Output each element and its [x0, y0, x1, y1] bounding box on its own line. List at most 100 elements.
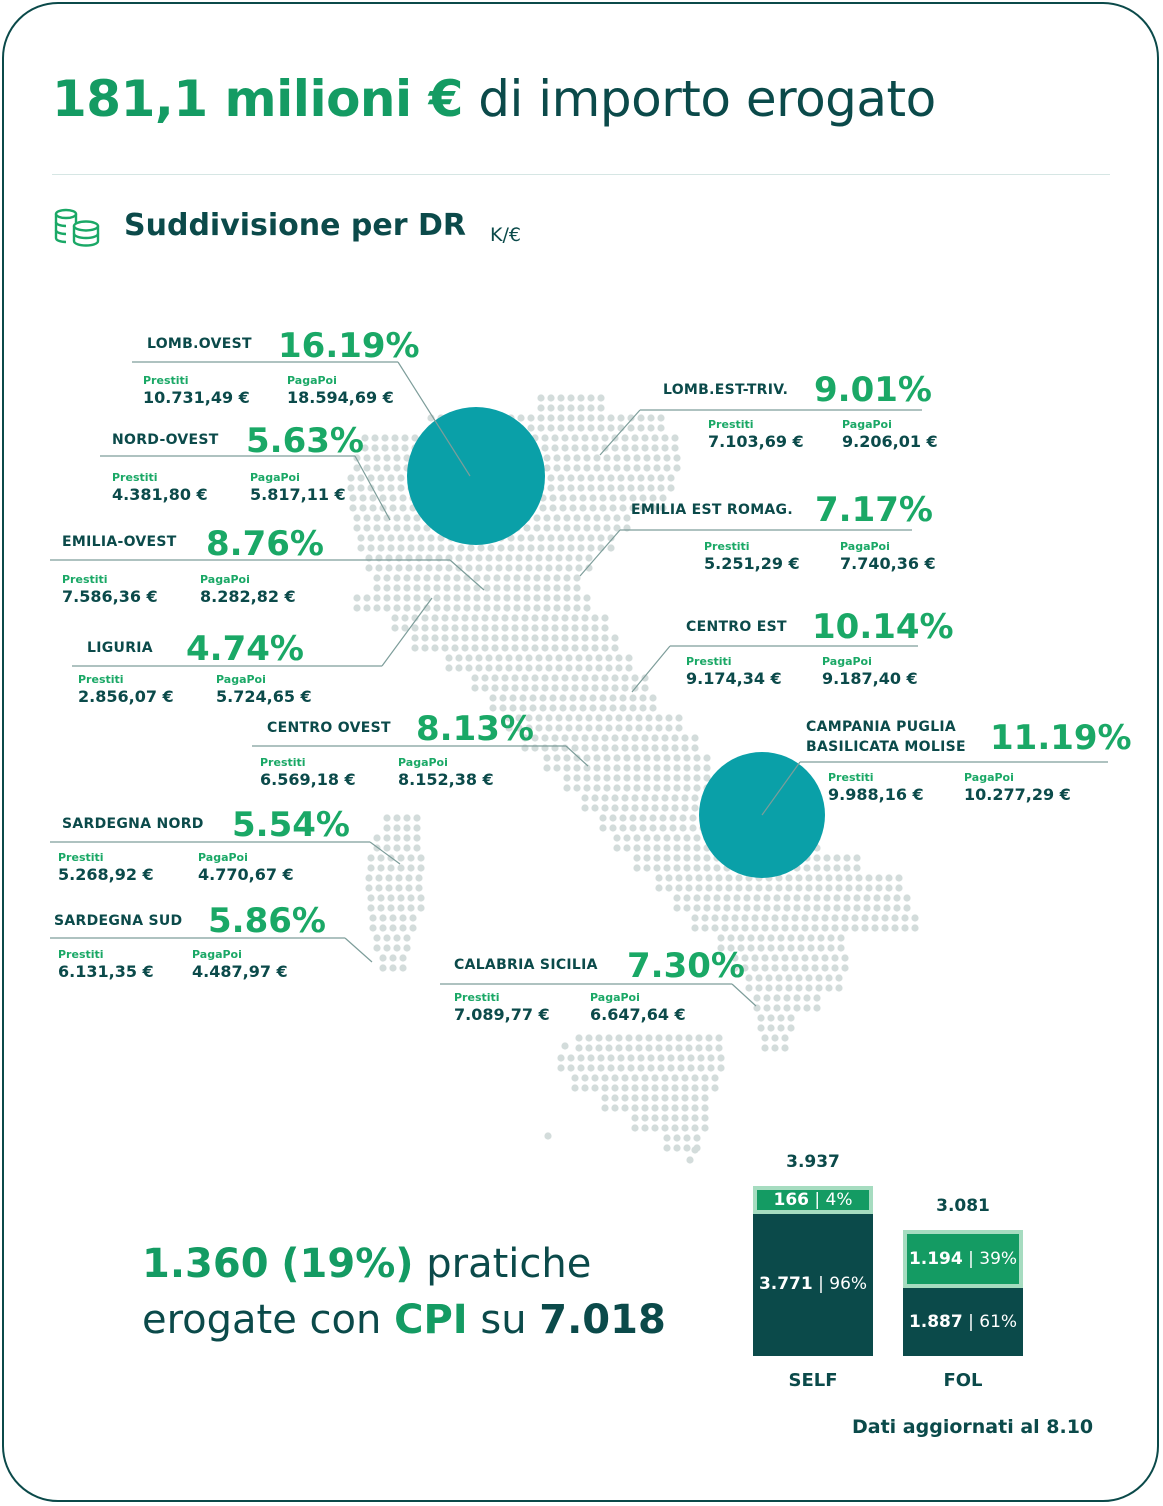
map-dot — [493, 594, 501, 602]
map-dot — [673, 454, 681, 462]
map-dot — [703, 774, 711, 782]
map-dot — [703, 854, 711, 862]
bar-segment-cpi: 166 | 4% — [753, 1186, 873, 1215]
map-dot — [601, 434, 609, 442]
prestiti-label: Prestiti — [78, 673, 124, 686]
map-dot — [363, 514, 371, 522]
map-dot — [629, 824, 637, 832]
map-dot — [671, 1104, 679, 1112]
map-dot — [565, 724, 573, 732]
region-name: SARDEGNA NORD — [62, 816, 204, 832]
map-dot — [619, 494, 627, 502]
map-dot — [513, 594, 521, 602]
map-dot — [395, 564, 403, 572]
map-dot — [575, 1034, 583, 1042]
map-dot — [373, 524, 381, 532]
map-dot — [413, 844, 421, 852]
map-dot — [389, 914, 397, 922]
map-dot — [593, 764, 601, 772]
map-dot — [791, 914, 799, 922]
map-dot — [403, 934, 411, 942]
pagapoi-value: 5.817,11 € — [250, 485, 346, 504]
map-dot — [673, 854, 681, 862]
map-dot — [569, 504, 577, 512]
region-name: LIGURIA — [87, 640, 153, 656]
map-dot — [453, 574, 461, 582]
map-dot — [515, 724, 523, 732]
map-dot — [767, 934, 775, 942]
map-dot — [413, 814, 421, 822]
map-dot — [541, 644, 549, 652]
map-dot — [405, 564, 413, 572]
map-dot — [637, 474, 645, 482]
map-dot — [361, 444, 369, 452]
map-dot — [761, 924, 769, 932]
map-dot — [675, 874, 683, 882]
map-dot — [495, 664, 503, 672]
map-dot — [811, 964, 819, 972]
map-dot — [389, 504, 397, 512]
map-dot — [643, 844, 651, 852]
map-dot — [389, 924, 397, 932]
map-dot — [633, 754, 641, 762]
map-dot — [741, 924, 749, 932]
map-dot — [651, 734, 659, 742]
map-dot — [753, 894, 761, 902]
map-dot — [363, 524, 371, 532]
map-dot — [827, 944, 835, 952]
map-dot — [375, 874, 383, 882]
map-dot — [771, 1034, 779, 1042]
map-dot — [377, 854, 385, 862]
map-dot — [357, 484, 365, 492]
map-dot — [653, 454, 661, 462]
map-dot — [617, 414, 625, 422]
map-dot — [607, 544, 615, 552]
map-dot — [521, 644, 529, 652]
map-dot — [653, 834, 661, 842]
map-dot — [383, 584, 391, 592]
map-dot — [705, 884, 713, 892]
map-dot — [597, 1054, 605, 1062]
map-dot — [613, 464, 621, 472]
map-dot — [833, 894, 841, 902]
map-dot — [755, 974, 763, 982]
map-dot — [581, 634, 589, 642]
prestiti-value: 6.569,18 € — [260, 770, 356, 789]
region-leader-line — [50, 841, 401, 865]
map-dot — [675, 724, 683, 732]
map-dot — [803, 904, 811, 912]
map-dot — [795, 974, 803, 982]
pagapoi-label: PagaPoi — [842, 418, 892, 431]
map-dot — [485, 664, 493, 672]
map-dot — [353, 514, 361, 522]
map-dot — [563, 584, 571, 592]
map-dot — [537, 424, 545, 432]
map-dot — [397, 904, 405, 912]
prestiti-label: Prestiti — [143, 374, 189, 387]
map-dot — [771, 964, 779, 972]
map-dot — [407, 534, 415, 542]
map-dot — [563, 784, 571, 792]
map-dot — [649, 814, 657, 822]
map-dot — [863, 904, 871, 912]
map-dot — [761, 1044, 769, 1052]
map-dot — [383, 454, 391, 462]
map-dot — [603, 514, 611, 522]
map-dot — [641, 1114, 649, 1122]
map-dot — [563, 514, 571, 522]
map-dot — [367, 474, 375, 482]
map-dot — [401, 624, 409, 632]
map-dot — [481, 634, 489, 642]
map-dot — [361, 434, 369, 442]
map-dot — [569, 704, 577, 712]
map-dot — [571, 1074, 579, 1082]
map-dot — [607, 1054, 615, 1062]
map-dot — [505, 714, 513, 722]
map-dot — [681, 734, 689, 742]
map-dot — [531, 674, 539, 682]
map-dot — [517, 544, 525, 552]
prestiti-label: Prestiti — [704, 540, 750, 553]
map-dot — [793, 894, 801, 902]
prestiti-label: Prestiti — [112, 471, 158, 484]
map-dot — [485, 564, 493, 572]
